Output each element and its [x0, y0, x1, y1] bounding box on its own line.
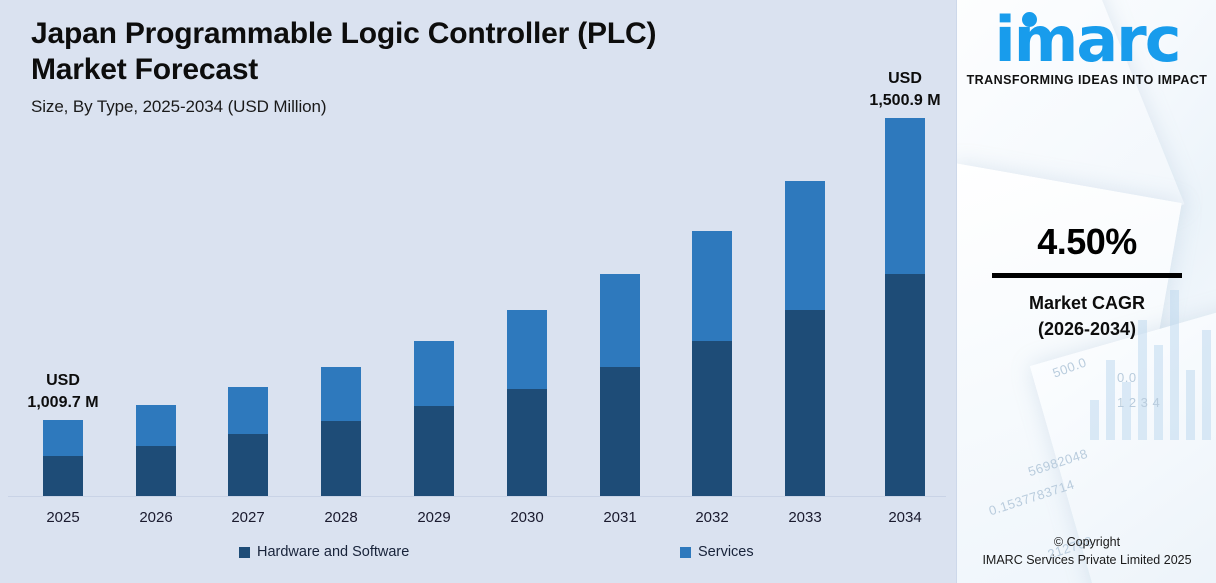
bar-segment-services — [885, 118, 925, 274]
annotation-last-line2: 1,500.9 M — [869, 91, 941, 109]
bar-segment-services — [600, 274, 640, 367]
annotation-first-line2: 1,009.7 M — [27, 393, 99, 411]
bar-2025 — [43, 420, 83, 496]
x-axis-label-2027: 2027 — [231, 509, 265, 526]
bar-2033 — [785, 181, 825, 496]
x-axis-label-2028: 2028 — [324, 509, 358, 526]
background-artwork: 0.1537783714 56982048 212768 500.0 0.0 1… — [957, 0, 1216, 583]
decor-number: 1 2 3 4 — [1117, 395, 1161, 410]
bar-segment-services — [692, 231, 732, 341]
bar-2027 — [228, 387, 268, 496]
legend-swatch-icon — [239, 546, 250, 558]
bar-2031 — [600, 274, 640, 496]
imarc-logo: imarc TRANSFORMING IDEAS INTO IMPACT — [957, 9, 1216, 87]
x-axis-label-2032: 2032 — [695, 509, 729, 526]
decor-number: 0.0 — [1117, 370, 1137, 385]
logo-dot-icon — [1022, 12, 1038, 27]
bar-2029 — [414, 341, 454, 496]
bar-segment-hardware-and-software — [414, 406, 454, 496]
copyright-line2: IMARC Services Private Limited 2025 — [982, 553, 1192, 568]
cagr-divider — [992, 272, 1182, 278]
x-axis-label-2029: 2029 — [417, 509, 451, 526]
copyright-block: © Copyright IMARC Services Private Limit… — [957, 533, 1216, 571]
chart-subtitle: Size, By Type, 2025-2034 (USD Million) — [31, 97, 327, 116]
bar-2026 — [136, 405, 176, 496]
decor-bar-chart — [1090, 250, 1211, 440]
bar-2028 — [321, 367, 361, 496]
x-axis-label-2031: 2031 — [603, 509, 637, 526]
bar-segment-hardware-and-software — [321, 421, 361, 496]
bar-2034 — [885, 118, 925, 496]
bar-segment-services — [507, 310, 547, 389]
x-axis-label-2025: 2025 — [46, 509, 80, 526]
bar-segment-hardware-and-software — [692, 341, 732, 496]
x-axis-line — [8, 496, 946, 497]
annotation-first-bar: USD 1,009.7 M — [0, 370, 138, 413]
annotation-last-line1: USD — [888, 70, 922, 87]
bar-segment-services — [136, 405, 176, 446]
chart-legend: Hardware and Software Services — [0, 544, 956, 566]
bar-segment-services — [43, 420, 83, 456]
branding-panel: 0.1537783714 56982048 212768 500.0 0.0 1… — [956, 0, 1216, 583]
bar-segment-hardware-and-software — [43, 456, 83, 496]
x-axis-label-2026: 2026 — [139, 509, 173, 526]
cagr-block: 4.50% Market CAGR (2026-2034) — [957, 222, 1216, 342]
bar-segment-services — [321, 367, 361, 421]
bar-2032 — [692, 231, 732, 496]
chart-header: Japan Programmable Logic Controller (PLC… — [31, 16, 861, 117]
bar-segment-hardware-and-software — [885, 274, 925, 496]
copyright-line1: © Copyright — [1053, 534, 1121, 549]
legend-item-hardware-and-software: Hardware and Software — [239, 544, 409, 560]
bar-segment-hardware-and-software — [785, 310, 825, 496]
chart-title-line1: Japan Programmable Logic Controller (PLC… — [31, 17, 657, 50]
x-axis-label-2033: 2033 — [788, 509, 822, 526]
legend-label: Hardware and Software — [257, 544, 410, 560]
bar-segment-services — [785, 181, 825, 310]
bar-segment-services — [228, 387, 268, 434]
bar-segment-services — [414, 341, 454, 406]
cagr-label-line2: (2026-2034) — [1037, 318, 1137, 339]
bar-segment-hardware-and-software — [136, 446, 176, 496]
x-axis-label-2030: 2030 — [510, 509, 544, 526]
bar-segment-hardware-and-software — [507, 389, 547, 496]
cagr-label-line1: Market CAGR — [1028, 292, 1146, 313]
bar-segment-hardware-and-software — [228, 434, 268, 496]
annotation-first-line1: USD — [46, 372, 80, 389]
bar-2030 — [507, 310, 547, 496]
plot-area: 2025 2026 2027 2028 2029 2030 2031 2032 2033 2034… — [0, 70, 946, 526]
cagr-value: 4.50% — [1037, 221, 1137, 262]
x-axis-label-2034: 2034 — [888, 509, 922, 526]
chart-title-line2: Market Forecast — [31, 53, 259, 86]
annotation-last-bar: USD 1,500.9 M — [830, 68, 980, 111]
logo-tagline: TRANSFORMING IDEAS INTO IMPACT — [966, 72, 1208, 87]
chart-panel: Japan Programmable Logic Controller (PLC… — [0, 16, 956, 566]
legend-label: Services — [698, 544, 754, 560]
legend-item-services: Services — [680, 544, 754, 560]
legend-swatch-icon — [680, 546, 691, 558]
bar-segment-hardware-and-software — [600, 367, 640, 496]
